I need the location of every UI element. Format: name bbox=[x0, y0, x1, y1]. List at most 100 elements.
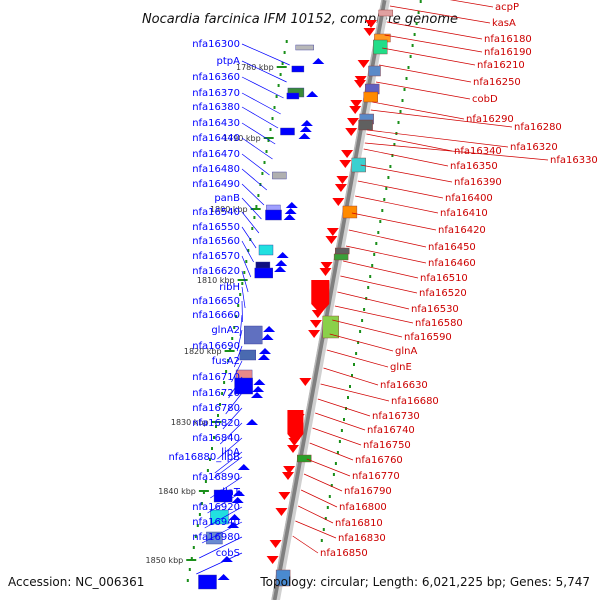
gene-minus-strand bbox=[239, 349, 257, 361]
left-track-dot bbox=[229, 348, 232, 351]
left-gene-label: nfa16300 bbox=[192, 39, 240, 50]
right-track-dot bbox=[332, 473, 335, 476]
gene-plus-strand bbox=[378, 9, 393, 17]
right-label-leader bbox=[384, 34, 483, 53]
left-track-dot bbox=[209, 458, 211, 461]
left-track-dot bbox=[257, 194, 260, 197]
left-track-dot bbox=[206, 469, 209, 472]
left-gene-label: nfa16650 bbox=[192, 296, 240, 307]
left-gene-label: panB bbox=[214, 193, 240, 204]
gene-minus-strand bbox=[210, 509, 229, 525]
right-track-dot bbox=[419, 0, 422, 3]
left-track-dot bbox=[247, 249, 250, 252]
right-gene-label: nfa16290 bbox=[466, 114, 514, 125]
left-label-leader bbox=[241, 76, 284, 99]
right-track-dot bbox=[361, 319, 364, 322]
kbp-tick-label: 1830 kbp bbox=[171, 418, 209, 427]
left-gene-label: nfa16430 bbox=[192, 118, 240, 129]
gene-minus-strand-arrow bbox=[259, 348, 271, 354]
right-track-dot bbox=[343, 418, 345, 421]
right-gene-label: nfa16420 bbox=[438, 225, 486, 236]
gene-minus-strand bbox=[254, 267, 274, 279]
left-gene-label: cobS bbox=[216, 548, 240, 559]
gene-plus-strand-arrow bbox=[309, 320, 322, 328]
right-gene-label: nfa16410 bbox=[440, 208, 488, 219]
left-track-dot bbox=[267, 139, 270, 142]
right-track-dot bbox=[405, 77, 408, 80]
left-label-leader bbox=[241, 92, 281, 115]
right-track-dot bbox=[351, 374, 353, 377]
left-label-leader bbox=[241, 60, 287, 83]
right-label-leader bbox=[312, 427, 362, 446]
gene-plus-strand bbox=[363, 91, 378, 103]
gene-minus-strand-arrow bbox=[274, 266, 287, 272]
right-label-leader bbox=[360, 164, 453, 183]
gene-plus-strand-arrow bbox=[349, 106, 362, 114]
left-track-dot bbox=[200, 502, 203, 505]
gene-plus-strand-arrow bbox=[365, 20, 377, 28]
left-gene-label: nfa16540 bbox=[192, 207, 240, 218]
right-gene-label: nfa16350 bbox=[450, 161, 498, 172]
left-gene-label: nfa16480 bbox=[192, 164, 240, 175]
right-label-leader bbox=[372, 101, 465, 120]
gene-minus-strand-arrow bbox=[246, 419, 258, 425]
gene-plus-strand-arrow bbox=[287, 445, 299, 453]
gene-plus-strand bbox=[322, 315, 339, 339]
right-label-leader bbox=[337, 291, 410, 310]
gene-minus-strand bbox=[286, 92, 300, 100]
left-track-dot bbox=[211, 447, 213, 450]
right-label-leader bbox=[303, 473, 343, 492]
right-track-dot bbox=[326, 506, 329, 509]
right-track-dot bbox=[393, 143, 396, 146]
left-gene-label: glnA2 bbox=[211, 325, 240, 336]
left-track-dot bbox=[217, 414, 219, 417]
gene-plus-strand-arrow bbox=[336, 176, 349, 184]
map-body: 1780 kbp 1790 kbp 1800 kbp 1810 kbp 1820 kbp… bbox=[146, 0, 598, 600]
left-gene-label: nfa16360 bbox=[192, 72, 240, 83]
right-gene-label: nfa16530 bbox=[411, 304, 459, 315]
right-gene-label: acpP bbox=[495, 2, 519, 13]
left-track-dot bbox=[192, 546, 195, 549]
right-track-dot bbox=[349, 385, 351, 388]
left-gene-label: nfa16560 bbox=[192, 236, 240, 247]
gene-minus-strand-arrow bbox=[276, 252, 289, 258]
right-label-leader bbox=[370, 109, 513, 128]
left-label-leader bbox=[233, 345, 243, 368]
right-track-dot bbox=[373, 253, 376, 256]
map-title: Nocardia farcinica IFM 10152, complete g… bbox=[142, 12, 458, 27]
left-label-leader bbox=[241, 211, 260, 234]
gene-plus-strand-arrow bbox=[354, 80, 366, 88]
gene-plus-strand-arrow bbox=[269, 540, 282, 548]
left-track-dot bbox=[273, 106, 276, 109]
kbp-tick-label: 1810 kbp bbox=[197, 276, 235, 285]
left-gene-label: nfa16620 bbox=[192, 266, 240, 277]
right-track-dot bbox=[322, 528, 325, 531]
kbp-tick-label: 1820 kbp bbox=[184, 347, 222, 356]
right-track-dot bbox=[353, 363, 355, 366]
genome-summary-text: Topology: circular; Length: 6,021,225 bp… bbox=[259, 575, 590, 589]
right-gene-label: nfa16210 bbox=[477, 60, 525, 71]
gene-plus-strand-large bbox=[287, 410, 304, 444]
right-label-leader bbox=[351, 212, 437, 231]
left-label-leader bbox=[204, 506, 243, 529]
accession-text: Accession: NC_006361 bbox=[8, 575, 144, 589]
left-track-dot bbox=[243, 271, 246, 274]
right-track-dot bbox=[389, 165, 392, 168]
left-track-dot bbox=[190, 557, 193, 560]
right-track-dot bbox=[415, 22, 418, 25]
right-track-dot bbox=[355, 352, 358, 355]
left-track-dot bbox=[186, 579, 189, 582]
left-label-leader bbox=[217, 437, 243, 460]
right-label-leader bbox=[329, 333, 394, 352]
gene-plus-strand-arrow bbox=[282, 472, 294, 480]
gene-minus-strand-arrow bbox=[227, 522, 240, 528]
gene-minus-strand-arrow bbox=[233, 490, 245, 496]
right-gene-label: nfa16800 bbox=[339, 502, 387, 513]
right-label-leader bbox=[375, 81, 471, 100]
right-label-leader bbox=[334, 305, 414, 324]
left-label-leader bbox=[207, 491, 243, 514]
gene-plus-strand-arrow bbox=[325, 236, 338, 244]
right-track-dot bbox=[371, 264, 374, 267]
left-label-leader bbox=[219, 422, 243, 445]
kbp-tick-label: 1790 kbp bbox=[223, 134, 261, 143]
